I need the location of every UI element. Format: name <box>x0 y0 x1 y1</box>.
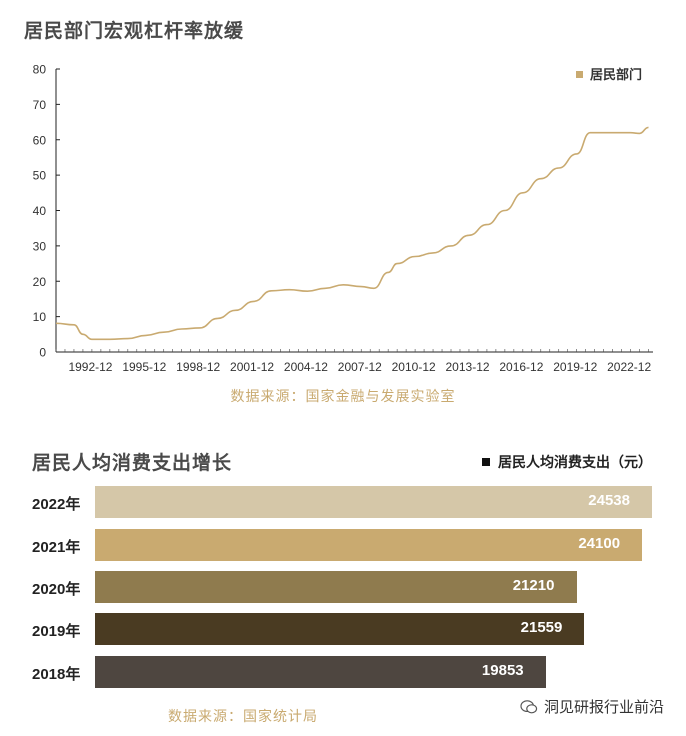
y-tick-label: 20 <box>33 275 47 289</box>
y-tick-label: 80 <box>33 63 47 77</box>
bar-2021 <box>95 529 643 561</box>
data-label: 21210 <box>512 577 555 594</box>
bar-row-2022: 2022年 24538 <box>0 486 686 518</box>
line-chart: 0 10 20 30 40 50 60 70 80 1992-12 1995-12 1998-12 2… <box>33 63 653 374</box>
x-axis: 1992-12 1995-12 1998-12 2001-12 2004-12 2007-… <box>55 349 653 374</box>
legend-label: 居民部门 <box>590 67 642 82</box>
data-label: 24100 <box>578 535 621 552</box>
x-tick-label: 2019-12 <box>553 360 597 374</box>
category-label: 2019年 <box>32 623 81 640</box>
data-label: 19853 <box>481 662 524 679</box>
x-tick-label: 2010-12 <box>392 360 436 374</box>
line-chart-title: 居民部门宏观杠杆率放缓 <box>24 21 245 42</box>
y-tick-label: 0 <box>39 346 46 360</box>
legend-swatch <box>576 71 583 78</box>
y-tick-label: 30 <box>33 239 47 253</box>
series-line-居民部门 <box>55 126 649 341</box>
bar-2018 <box>95 656 546 688</box>
bar-chart-source: 数据来源：国家统计局 <box>168 708 318 724</box>
bar-row-2021: 2021年 24100 <box>0 529 686 561</box>
x-tick-label: 2016-12 <box>499 360 543 374</box>
x-tick-label: 2013-12 <box>446 360 490 374</box>
bar-row-2018: 2018年 19853 <box>0 656 686 688</box>
y-axis: 0 10 20 30 40 50 60 70 80 <box>33 63 60 360</box>
bar-2019 <box>95 613 585 645</box>
x-tick-label: 2001-12 <box>230 360 274 374</box>
watermark: 洞见研报行业前沿 <box>520 696 664 717</box>
legend-label: 居民人均消费支出（元） <box>498 454 652 470</box>
wechat-icon <box>520 699 538 713</box>
y-tick-label: 40 <box>33 204 47 218</box>
category-label: 2022年 <box>32 496 81 513</box>
category-label: 2021年 <box>32 539 81 556</box>
x-tick-label: 2007-12 <box>338 360 382 374</box>
line-chart-source: 数据来源：国家金融与发展实验室 <box>230 388 456 404</box>
y-tick-label: 60 <box>33 133 47 147</box>
bar-legend: 居民人均消费支出（元） <box>482 452 652 472</box>
data-label: 24538 <box>588 492 630 509</box>
x-tick-label: 1998-12 <box>176 360 220 374</box>
bar-2020 <box>95 571 577 603</box>
x-tick-label: 2022-12 <box>607 360 651 374</box>
watermark-text: 洞见研报行业前沿 <box>543 699 664 716</box>
bar-2022 <box>95 486 652 518</box>
bar-row-2019: 2019年 21559 <box>0 613 686 645</box>
y-tick-label: 10 <box>33 310 47 324</box>
x-tick-label: 2004-12 <box>284 360 328 374</box>
legend-swatch <box>482 458 490 466</box>
category-label: 2020年 <box>32 581 81 598</box>
category-label: 2018年 <box>32 666 81 683</box>
x-tick-label: 1992-12 <box>68 360 112 374</box>
y-tick-label: 70 <box>33 98 47 112</box>
data-label: 21559 <box>520 619 563 636</box>
bar-chart-title: 居民人均消费支出增长 <box>32 453 233 474</box>
y-tick-label: 50 <box>33 169 47 183</box>
bar-row-2020: 2020年 21210 <box>0 571 686 603</box>
x-tick-label: 1995-12 <box>122 360 166 374</box>
line-legend: 居民部门 <box>576 67 642 82</box>
